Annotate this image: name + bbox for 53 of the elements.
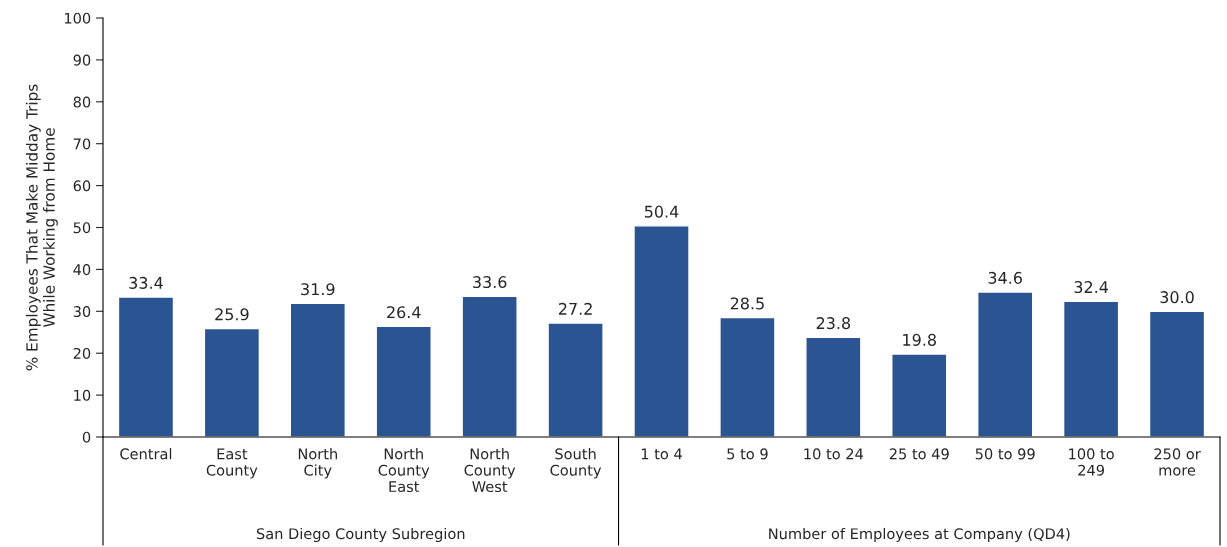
y-tick-label: 10 xyxy=(74,389,91,401)
y-tick-label: 90 xyxy=(73,54,91,66)
data-label: 31.9 xyxy=(301,283,335,296)
data-label: 30.0 xyxy=(1160,291,1194,304)
data-label: 28.5 xyxy=(730,297,764,310)
bar xyxy=(977,291,1034,437)
x-tick-label: North City xyxy=(298,448,337,479)
bar xyxy=(1148,310,1206,437)
bar xyxy=(633,225,690,437)
data-label: 32.4 xyxy=(1074,281,1108,294)
data-label: 19.8 xyxy=(903,333,936,346)
bar xyxy=(203,327,261,437)
data-label: 34.6 xyxy=(988,271,1022,284)
y-tick-label: 20 xyxy=(73,347,91,359)
bar xyxy=(805,336,862,437)
data-label: 27.2 xyxy=(558,302,592,315)
x-tick-label: 100 to 249 xyxy=(1069,448,1114,476)
y-tick-label: 70 xyxy=(73,138,91,150)
x-tick-label: Central xyxy=(120,448,172,460)
x-tick-label: North County East xyxy=(378,448,430,493)
x-tick-label: 25 to 49 xyxy=(889,448,949,460)
bar xyxy=(547,322,604,437)
data-label: 23.8 xyxy=(816,317,851,330)
text: Number of Employees at Company (QD4) xyxy=(769,527,1070,543)
x-tick-label: 50 to 99 xyxy=(975,448,1035,460)
data-label: 33.4 xyxy=(129,276,163,289)
y-tick-label: 60 xyxy=(73,180,91,192)
y-tick-label: 80 xyxy=(73,96,91,108)
data-label: 25.9 xyxy=(215,308,249,321)
y-tick-label: 30 xyxy=(73,306,91,318)
bar xyxy=(117,296,175,437)
y-tick-label: 100 xyxy=(64,12,91,24)
x-tick-label: 1 to 4 xyxy=(641,448,682,460)
bar xyxy=(375,325,432,437)
x-tick-label: 5 to 9 xyxy=(727,448,768,460)
data-label: 50.4 xyxy=(644,205,679,218)
bar xyxy=(719,316,776,437)
text: San Diego County Subregion xyxy=(256,527,465,543)
x-tick-label: 10 to 24 xyxy=(804,448,864,460)
bar xyxy=(1062,300,1120,437)
x-tick-label: 250 or more xyxy=(1154,448,1201,476)
data-label: 26.4 xyxy=(387,306,421,319)
x-tick-label: North County West xyxy=(464,448,516,493)
bar xyxy=(289,302,346,437)
bar xyxy=(461,295,518,437)
y-tick-label: 40 xyxy=(73,264,91,276)
y-tick-label: 0 xyxy=(82,431,91,443)
y-axis-title: % Employees That Make Midday Trips While Working from Home xyxy=(25,84,58,371)
data-label: 33.6 xyxy=(473,276,507,289)
x-tick-label: East County xyxy=(206,448,258,479)
x-tick-label: South County xyxy=(550,448,602,479)
y-tick-label: 50 xyxy=(73,222,91,234)
bar xyxy=(891,353,948,437)
